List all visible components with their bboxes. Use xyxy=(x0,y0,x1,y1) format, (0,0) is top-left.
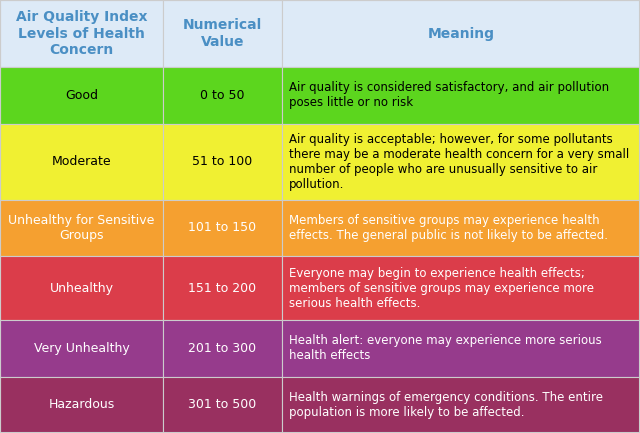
Bar xyxy=(163,256,282,320)
Bar xyxy=(282,0,640,67)
Text: Air quality is considered satisfactory, and air pollution
poses little or no ris: Air quality is considered satisfactory, … xyxy=(289,81,609,110)
Bar xyxy=(163,123,282,200)
Bar xyxy=(0,123,163,200)
Bar xyxy=(282,256,640,320)
Bar xyxy=(282,320,640,377)
Text: Meaning: Meaning xyxy=(428,26,494,41)
Bar xyxy=(0,377,163,433)
Bar xyxy=(163,377,282,433)
Text: 51 to 100: 51 to 100 xyxy=(192,155,253,168)
Text: Unhealthy for Sensitive
Groups: Unhealthy for Sensitive Groups xyxy=(8,214,155,242)
Text: Good: Good xyxy=(65,89,98,102)
Text: 301 to 500: 301 to 500 xyxy=(188,398,257,411)
Bar xyxy=(282,67,640,123)
Text: Unhealthy: Unhealthy xyxy=(50,281,114,294)
Bar xyxy=(163,200,282,256)
Text: 0 to 50: 0 to 50 xyxy=(200,89,244,102)
Text: Numerical
Value: Numerical Value xyxy=(183,19,262,48)
Text: Health warnings of emergency conditions. The entire
population is more likely to: Health warnings of emergency conditions.… xyxy=(289,391,604,419)
Bar xyxy=(0,256,163,320)
Bar xyxy=(282,123,640,200)
Text: Everyone may begin to experience health effects;
members of sensitive groups may: Everyone may begin to experience health … xyxy=(289,267,595,310)
Bar xyxy=(0,67,163,123)
Text: Air Quality Index
Levels of Health
Concern: Air Quality Index Levels of Health Conce… xyxy=(16,10,147,57)
Text: Very Unhealthy: Very Unhealthy xyxy=(34,342,129,355)
Bar xyxy=(282,200,640,256)
Text: Health alert: everyone may experience more serious
health effects: Health alert: everyone may experience mo… xyxy=(289,334,602,362)
Text: 201 to 300: 201 to 300 xyxy=(188,342,257,355)
Text: Moderate: Moderate xyxy=(52,155,111,168)
Bar xyxy=(282,377,640,433)
Text: Hazardous: Hazardous xyxy=(49,398,115,411)
Bar xyxy=(0,0,163,67)
Bar xyxy=(163,67,282,123)
Text: 101 to 150: 101 to 150 xyxy=(188,221,257,234)
Bar xyxy=(0,320,163,377)
Bar xyxy=(163,320,282,377)
Text: Members of sensitive groups may experience health
effects. The general public is: Members of sensitive groups may experien… xyxy=(289,214,608,242)
Text: Air quality is acceptable; however, for some pollutants
there may be a moderate : Air quality is acceptable; however, for … xyxy=(289,132,630,191)
Bar xyxy=(163,0,282,67)
Text: 151 to 200: 151 to 200 xyxy=(188,281,257,294)
Bar xyxy=(0,200,163,256)
